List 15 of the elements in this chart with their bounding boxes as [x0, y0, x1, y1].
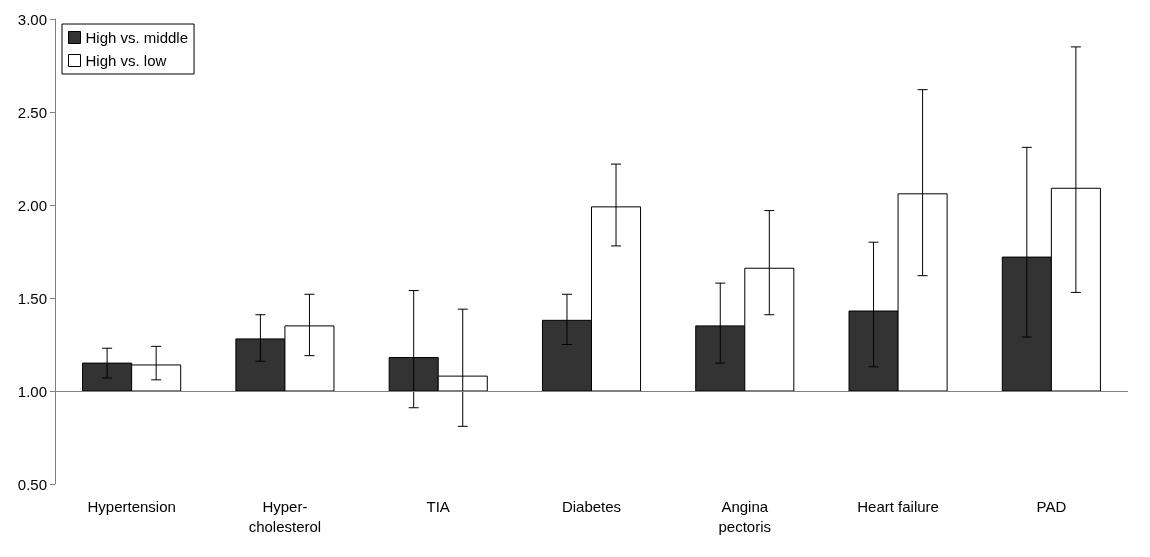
x-tick-label: Diabetes — [561, 497, 622, 515]
y-tick-label: 2.00 — [17, 196, 47, 214]
x-tick-label: Heart failure — [857, 497, 939, 515]
y-tick-label: 3.00 — [17, 10, 47, 28]
x-tick-label: Hypertension — [87, 497, 176, 515]
legend-label: High vs. middle — [85, 29, 189, 46]
x-tick-label: Angina pectoris — [718, 497, 772, 535]
y-tick-label: 1.50 — [17, 289, 47, 307]
legend-label: High vs. low — [85, 52, 167, 69]
y-tick-label: 1.00 — [17, 382, 47, 400]
y-tick-label: 0.50 — [17, 475, 47, 493]
x-tick-label: TIA — [426, 497, 450, 515]
x-tick-label: PAD — [1036, 497, 1067, 515]
y-tick-label: 2.50 — [17, 103, 47, 121]
x-tick-label: Hyper- cholesterol — [248, 497, 322, 535]
